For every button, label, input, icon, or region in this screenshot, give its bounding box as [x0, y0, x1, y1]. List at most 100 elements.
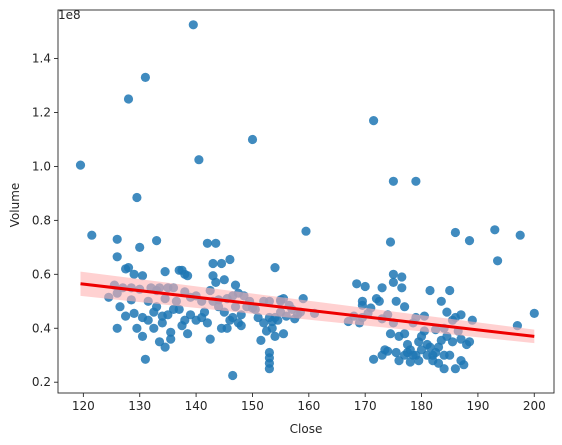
data-point-117 — [273, 315, 283, 325]
data-point-83 — [222, 323, 232, 333]
data-point-210 — [459, 360, 469, 370]
data-point-173 — [411, 176, 421, 186]
data-point-219 — [529, 308, 539, 318]
data-point-145 — [374, 296, 384, 306]
data-point-158 — [391, 296, 401, 306]
data-point-208 — [456, 310, 466, 320]
data-point-80 — [219, 275, 229, 285]
x-tick-label-8: 200 — [523, 399, 546, 413]
data-point-57 — [183, 329, 193, 339]
data-point-202 — [447, 337, 458, 347]
data-point-40 — [160, 267, 170, 277]
data-point-74 — [211, 277, 221, 287]
data-point-25 — [140, 72, 150, 82]
data-point-116 — [270, 331, 280, 341]
data-point-212 — [464, 337, 475, 347]
data-point-84 — [225, 254, 235, 265]
data-point-12 — [121, 311, 131, 321]
data-point-90 — [230, 280, 241, 290]
data-point-147 — [377, 283, 387, 293]
data-point-60 — [188, 20, 198, 30]
data-point-69 — [205, 334, 215, 344]
data-point-16 — [129, 269, 139, 279]
data-point-98 — [247, 134, 258, 145]
data-point-50 — [174, 304, 184, 314]
data-point-63 — [194, 155, 204, 165]
data-point-8 — [112, 323, 122, 333]
y-tick-label-0: 0.2 — [32, 375, 51, 389]
data-point-67 — [202, 318, 212, 328]
data-point-138 — [357, 296, 367, 306]
data-point-27 — [143, 315, 153, 325]
data-point-213 — [464, 236, 475, 246]
data-point-30 — [149, 323, 159, 333]
data-point-159 — [391, 347, 401, 358]
data-point-162 — [397, 272, 407, 282]
data-point-75 — [211, 238, 221, 248]
data-point-39 — [160, 342, 170, 352]
data-point-0 — [75, 160, 86, 170]
y-tick-label-4: 1.0 — [32, 159, 51, 173]
x-tick-label-6: 180 — [410, 399, 433, 413]
x-tick-label-0: 120 — [72, 399, 95, 413]
data-point-205 — [450, 364, 460, 374]
data-point-68 — [202, 238, 212, 248]
y-axis-label: Volume — [8, 183, 22, 228]
data-point-215 — [490, 225, 500, 235]
data-point-87 — [228, 312, 238, 323]
data-point-216 — [493, 256, 503, 266]
data-point-150 — [383, 346, 393, 356]
y-tick-label-2: 0.6 — [32, 267, 51, 281]
x-axis-label: Close — [290, 422, 323, 436]
data-point-66 — [199, 307, 210, 317]
data-point-218 — [515, 230, 525, 240]
data-point-38 — [157, 318, 167, 328]
x-axis: 120 130 140 150 160 170 180 190 200 — [72, 393, 546, 413]
data-point-122 — [278, 329, 289, 339]
x-tick-label-4: 160 — [297, 399, 320, 413]
data-point-192 — [436, 296, 446, 306]
x-tick-label-1: 130 — [128, 399, 151, 413]
y-tick-label-5: 1.2 — [32, 105, 51, 119]
data-point-34 — [152, 302, 162, 312]
data-point-88 — [228, 370, 238, 381]
data-point-194 — [439, 364, 449, 374]
axes-frame — [57, 9, 555, 394]
data-point-17 — [129, 308, 139, 318]
data-point-18 — [132, 192, 142, 203]
data-point-139 — [360, 281, 370, 292]
data-point-152 — [385, 237, 396, 247]
data-point-1 — [87, 230, 97, 240]
y-offset-label: 1e8 — [58, 8, 81, 22]
data-point-110 — [264, 353, 274, 363]
x-tick-label-2: 140 — [185, 399, 208, 413]
data-point-143 — [369, 354, 379, 364]
data-point-22 — [137, 271, 148, 281]
plot-area — [75, 20, 539, 381]
data-point-20 — [135, 242, 145, 252]
data-point-54 — [180, 315, 190, 325]
data-point-78 — [216, 258, 227, 269]
data-point-200 — [445, 350, 455, 360]
data-point-197 — [442, 307, 452, 317]
data-point-7 — [115, 302, 125, 312]
data-point-24 — [137, 331, 148, 341]
x-tick-label-3: 150 — [241, 399, 264, 413]
data-point-156 — [388, 277, 398, 287]
data-point-112 — [267, 323, 277, 333]
confidence-band — [80, 271, 535, 344]
data-point-26 — [140, 354, 150, 364]
data-point-154 — [388, 176, 398, 186]
data-point-176 — [414, 356, 424, 366]
data-point-166 — [400, 302, 410, 312]
data-point-199 — [445, 285, 455, 296]
data-point-163 — [397, 283, 407, 293]
data-point-203 — [450, 227, 460, 238]
data-point-111 — [264, 364, 274, 374]
data-point-114 — [270, 263, 280, 273]
data-point-73 — [208, 258, 218, 269]
data-point-165 — [400, 329, 410, 339]
data-point-33 — [152, 236, 162, 246]
data-point-142 — [369, 116, 379, 126]
data-point-102 — [256, 335, 266, 345]
